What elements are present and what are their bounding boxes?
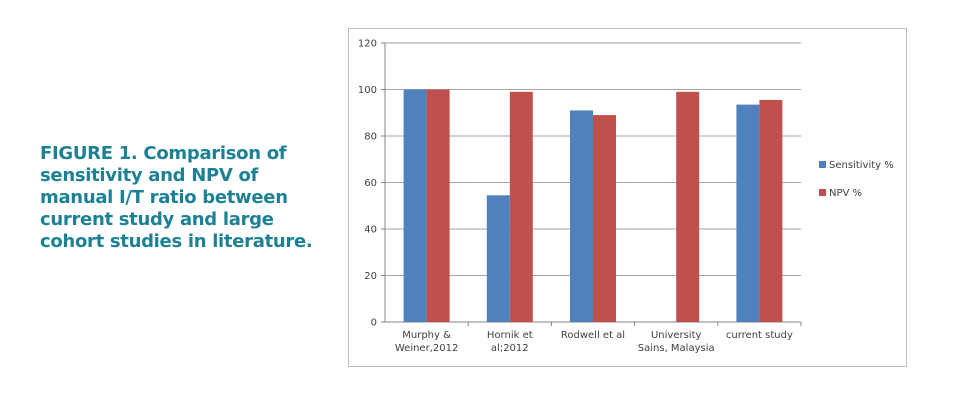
bar-npv — [509, 91, 533, 322]
y-tick-label: 0 — [371, 318, 377, 329]
figure-caption: FIGURE 1. Comparison of sensitivity and … — [40, 143, 313, 252]
bar-sensitivity — [570, 110, 593, 322]
x-category-label: Sains, Malaysia — [638, 343, 715, 354]
legend-label: Sensitivity % — [829, 160, 894, 171]
y-tick-label: 60 — [364, 178, 377, 189]
y-tick-label: 20 — [364, 271, 377, 282]
bar-sensitivity — [736, 104, 760, 322]
legend-label: NPV % — [829, 188, 862, 199]
bar-sensitivity — [403, 89, 427, 322]
y-tick-label: 120 — [358, 39, 377, 50]
chart-frame: 0 20 40 60 80 100 120 Murphy & Weiner,2012 Hornik… — [348, 28, 907, 367]
y-tick-label: 80 — [364, 132, 377, 143]
x-category-label: current study — [726, 330, 793, 341]
y-tick-label: 100 — [358, 85, 377, 96]
x-category-label: University — [651, 330, 702, 341]
x-category-label: al;2012 — [491, 343, 529, 354]
bar-npv — [676, 91, 700, 322]
bar-sensitivity — [486, 195, 510, 322]
legend-swatch — [819, 161, 826, 168]
bar-npv — [759, 99, 783, 323]
x-category-label: Murphy & — [402, 330, 451, 341]
bar-chart: 0 20 40 60 80 100 120 Murphy & Weiner,2012 Hornik… — [358, 39, 894, 355]
bar-npv — [426, 89, 450, 322]
y-tick-label: 40 — [364, 225, 377, 236]
x-category-label: Weiner,2012 — [395, 343, 458, 354]
bar-npv — [593, 115, 616, 322]
x-category-label: Hornik et — [487, 330, 533, 341]
x-category-label: Rodwell et al — [561, 330, 625, 341]
legend-swatch — [819, 189, 826, 196]
